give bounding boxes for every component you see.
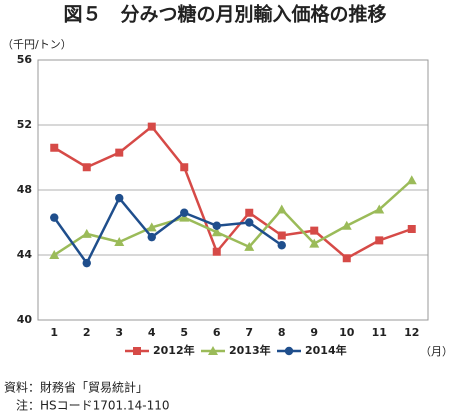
marker — [208, 346, 218, 355]
note: 注：HSコード1701.14-110 — [16, 398, 170, 412]
y-tick-label: 52 — [17, 118, 32, 131]
marker — [180, 163, 189, 172]
x-tick-label: 4 — [148, 326, 156, 339]
legend-label: 2012年 — [153, 343, 195, 357]
x-tick-label: 8 — [278, 326, 286, 339]
legend-label: 2014年 — [305, 343, 347, 357]
marker — [81, 228, 92, 238]
x-tick-label: 10 — [339, 326, 355, 339]
y-tick-label: 44 — [17, 248, 33, 261]
plot-frame — [37, 59, 429, 321]
marker — [309, 238, 320, 248]
series-line — [53, 124, 413, 260]
marker — [82, 163, 91, 172]
marker — [82, 258, 91, 268]
x-tick-label: 2 — [83, 326, 91, 339]
x-tick-label: 3 — [115, 326, 123, 339]
marker — [245, 218, 254, 227]
x-tick-label: 7 — [245, 326, 253, 339]
marker — [341, 220, 352, 230]
y-tick-label: 40 — [17, 313, 33, 326]
series-line — [53, 195, 283, 266]
marker — [212, 221, 221, 230]
marker — [50, 213, 59, 222]
x-tick-label: 12 — [404, 326, 419, 339]
x-axis-label: （月） — [420, 345, 450, 358]
marker — [244, 241, 255, 251]
marker — [310, 226, 319, 235]
marker — [407, 225, 416, 233]
marker — [115, 148, 124, 157]
marker — [212, 247, 221, 256]
marker — [277, 241, 286, 250]
marker — [277, 231, 286, 240]
marker — [115, 193, 124, 203]
source: 資料：財務省「貿易統計」 — [4, 380, 148, 395]
x-tick-label: 9 — [310, 326, 318, 339]
marker — [179, 212, 190, 222]
marker — [180, 208, 189, 217]
x-tick-label: 5 — [180, 326, 188, 339]
marker — [406, 175, 417, 185]
marker — [146, 222, 157, 232]
x-tick-label: 6 — [213, 326, 221, 339]
marker — [114, 237, 125, 246]
marker — [211, 227, 222, 237]
marker — [133, 347, 141, 355]
y-axis-label: （千円/トン） — [2, 38, 72, 51]
marker — [147, 122, 156, 131]
marker — [284, 346, 294, 356]
legend-label: 2013年 — [229, 343, 271, 357]
marker — [50, 143, 59, 152]
series-line — [53, 179, 413, 257]
marker — [245, 208, 254, 217]
marker — [276, 204, 287, 214]
chart-title: 図５ 分みつ糖の月別輸入価格の推移 — [63, 3, 386, 26]
x-tick-label: 11 — [372, 326, 387, 339]
marker — [375, 236, 384, 245]
marker — [342, 254, 351, 263]
marker — [49, 250, 60, 259]
marker — [374, 204, 385, 214]
y-tick-label: 48 — [17, 183, 32, 196]
y-tick-label: 56 — [17, 53, 33, 66]
marker — [147, 232, 156, 242]
x-tick-label: 1 — [50, 326, 58, 339]
